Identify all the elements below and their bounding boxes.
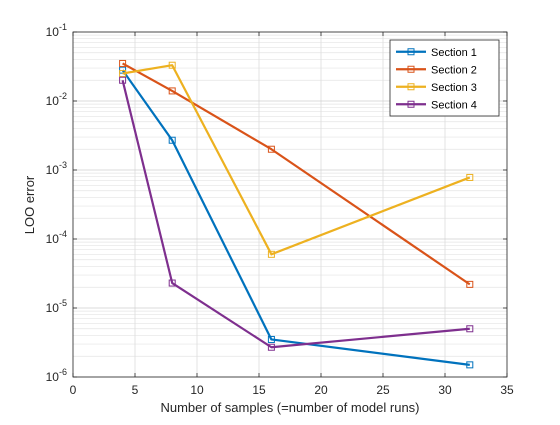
series-line (121, 69, 470, 366)
legend-label: Section 4 (431, 99, 477, 111)
y-tick-label-exponent: -5 (59, 298, 67, 308)
data-point (267, 145, 275, 153)
y-tick-label-base: 10 (46, 163, 60, 177)
legend-marker (407, 100, 415, 108)
data-point (267, 250, 275, 258)
data-point (168, 87, 176, 95)
data-point (119, 59, 127, 67)
data-point (466, 361, 474, 369)
x-tick-label: 5 (132, 383, 139, 397)
y-tick-label-base: 10 (46, 370, 60, 384)
y-tick-label: 10-4 (46, 229, 67, 246)
y-tick-label: 10-5 (46, 298, 67, 315)
axes-box (72, 31, 508, 378)
legend-marker (407, 83, 415, 91)
data-point (119, 70, 127, 78)
series-line (121, 79, 470, 349)
legend: Section 1 Section 2 Section 3 Section 4 (389, 39, 500, 117)
x-tick-label: 35 (500, 383, 514, 397)
y-tick-label: 10-1 (46, 22, 67, 39)
y-tick-label-exponent: -3 (59, 160, 67, 170)
y-tick-label-exponent: -1 (59, 22, 67, 32)
x-tick-label: 30 (438, 383, 452, 397)
legend-label: Section 3 (431, 82, 477, 94)
data-point (168, 136, 176, 144)
y-tick-label: 10-2 (46, 91, 67, 108)
x-tick-label: 15 (252, 383, 266, 397)
data-point (466, 325, 474, 333)
data-point (267, 343, 275, 351)
x-tick-label: 20 (314, 383, 328, 397)
data-point (466, 173, 474, 181)
data-point (267, 335, 275, 343)
y-tick-label-base: 10 (46, 25, 60, 39)
x-tick-label: 0 (70, 383, 77, 397)
y-tick-label-base: 10 (46, 301, 60, 315)
series-line (122, 64, 471, 256)
data-point (168, 279, 176, 287)
y-axis-label: LOO error (22, 175, 37, 234)
legend-marker (407, 48, 415, 56)
legend-label: Section 2 (431, 64, 477, 76)
y-tick-label: 10-3 (46, 160, 67, 177)
x-tick-label: 25 (376, 383, 390, 397)
data-point (119, 76, 127, 84)
series-group (119, 59, 474, 369)
legend-marker (407, 65, 415, 73)
x-axis-label: Number of samples (=number of model runs… (160, 400, 419, 415)
y-tick-label-base: 10 (46, 232, 60, 246)
x-tick-label: 10 (190, 383, 204, 397)
y-tick-label-exponent: -2 (59, 91, 67, 101)
y-tick-label: 10-6 (46, 367, 67, 384)
data-point (466, 280, 474, 288)
y-tick-label-exponent: -4 (59, 229, 67, 239)
legend-label: Section 1 (431, 47, 477, 59)
y-tick-label-exponent: -6 (59, 367, 67, 377)
data-point (168, 61, 176, 69)
y-tick-label-base: 10 (46, 94, 60, 108)
